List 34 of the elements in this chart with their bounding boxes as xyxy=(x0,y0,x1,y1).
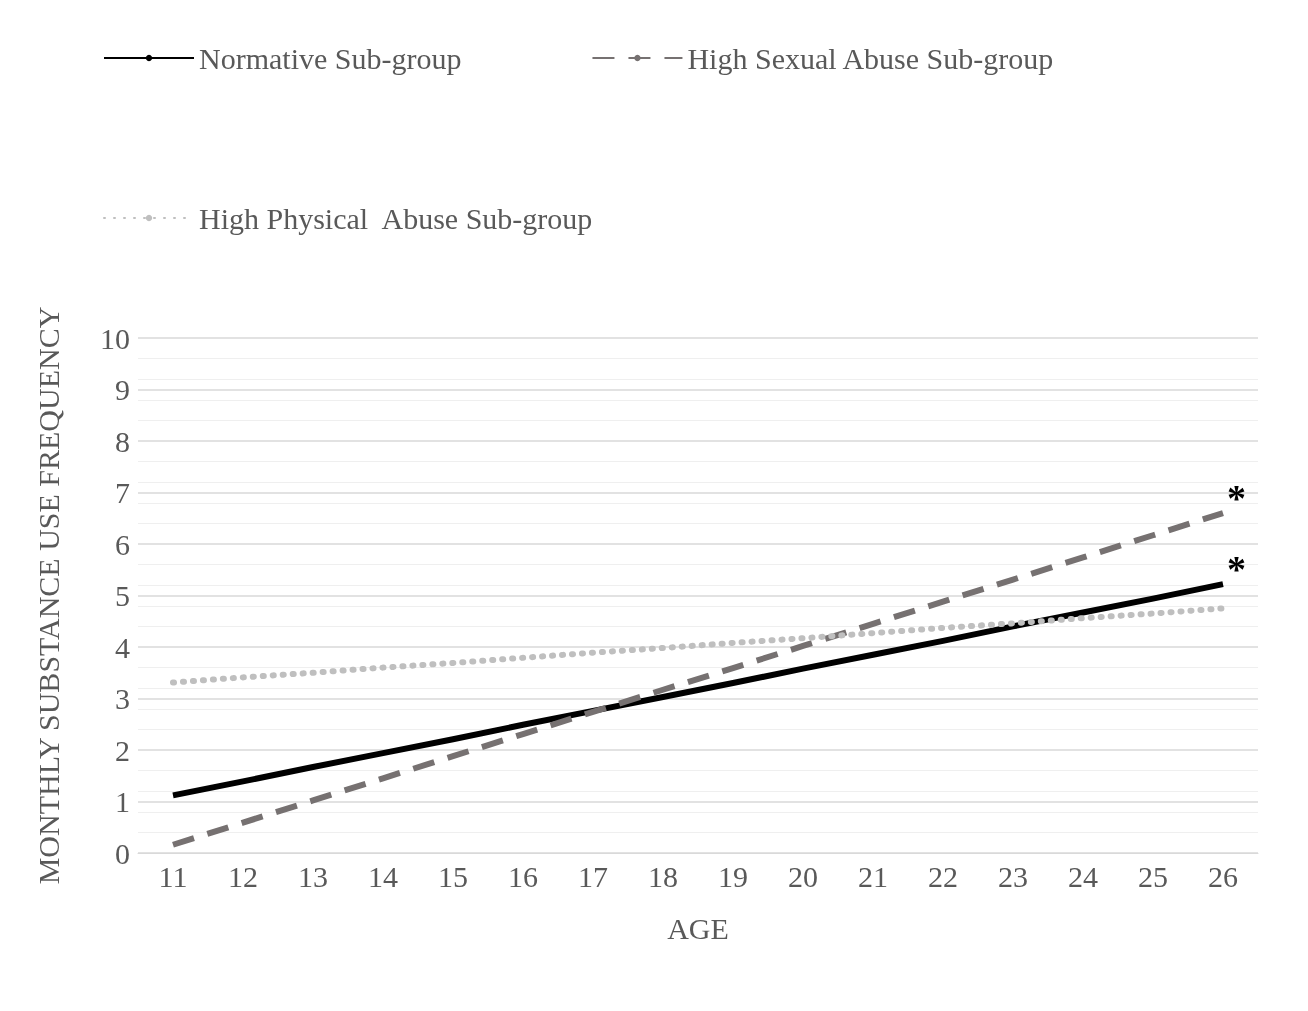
x-tick-label: 17 xyxy=(578,859,608,893)
y-tick-label: 7 xyxy=(115,476,130,509)
y-tick-label: 1 xyxy=(115,785,130,818)
y-tick-label: 3 xyxy=(115,682,130,715)
y-tick-label: 6 xyxy=(115,527,130,561)
y-axis-title: MONTHLY SUBSTANCE USE FREQUENCY xyxy=(31,306,65,885)
legend-label: High Sexual Abuse Sub-group xyxy=(687,41,1054,75)
x-tick-label: 25 xyxy=(1138,859,1168,893)
y-tick-label: 10 xyxy=(100,321,130,355)
x-tick-label: 11 xyxy=(158,859,188,893)
x-axis-title: AGE xyxy=(667,911,729,945)
y-tick-label: 8 xyxy=(115,424,130,458)
x-tick-label: 23 xyxy=(998,859,1028,893)
x-tick-label: 19 xyxy=(718,859,748,893)
x-tick-label: 26 xyxy=(1208,859,1238,893)
x-tick-label: 12 xyxy=(228,859,258,893)
x-tick-label: 13 xyxy=(298,859,328,893)
x-tick-label: 15 xyxy=(438,859,468,893)
annotation: * xyxy=(1227,477,1246,520)
x-tick-label: 24 xyxy=(1068,859,1098,893)
x-tick-label: 16 xyxy=(508,859,538,893)
annotation: * xyxy=(1227,548,1246,591)
y-tick-label: 9 xyxy=(115,373,130,406)
x-tick-label: 14 xyxy=(368,859,398,893)
y-tick-label: 2 xyxy=(115,733,130,767)
y-tick-label: 4 xyxy=(115,630,130,664)
y-tick-label: 5 xyxy=(115,579,130,612)
legend-label: High Physical Abuse Sub-group xyxy=(199,201,593,235)
x-tick-label: 21 xyxy=(858,859,888,893)
x-tick-label: 18 xyxy=(648,859,678,893)
legend-label: Normative Sub-group xyxy=(199,41,462,75)
y-tick-label: 0 xyxy=(115,836,130,870)
x-tick-label: 22 xyxy=(928,859,958,893)
x-tick-label: 20 xyxy=(788,859,818,893)
